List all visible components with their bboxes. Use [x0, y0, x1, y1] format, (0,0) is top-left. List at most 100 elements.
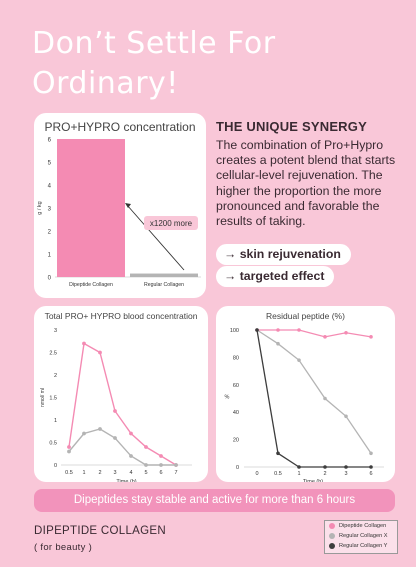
data-point	[323, 335, 327, 339]
y-tick-label: 0	[54, 463, 57, 469]
legend-swatch	[329, 522, 335, 529]
x-tick-label: 0.5	[274, 471, 282, 477]
bar-chart-title: PRO+HYPRO concentration	[44, 120, 196, 134]
data-point	[297, 358, 301, 362]
data-point	[276, 341, 280, 346]
annotation-badge	[144, 216, 198, 230]
x-tick-label: 0	[255, 471, 258, 477]
data-point	[82, 341, 86, 346]
annotation-label: x1200 more	[150, 219, 193, 228]
x-axis-label: Time (h)	[303, 479, 323, 482]
data-point	[67, 445, 71, 449]
data-point	[129, 431, 133, 436]
x-tick-label: 6	[159, 470, 162, 476]
legend-swatch	[329, 542, 335, 549]
data-point	[129, 454, 133, 458]
x-axis-label: Time (h)	[116, 479, 136, 482]
y-tick-label: 3	[54, 328, 57, 334]
y-tick-label: 2	[48, 230, 52, 236]
residual-chart-svg: 0 20 40 60 80 100 0 0.5 1 2 3 6 Time (h)%	[225, 328, 384, 482]
synergy-body: The combination of Pro+Hypro creates a p…	[216, 138, 396, 229]
y-tick-label: 60	[233, 383, 239, 389]
legend-label: Dipeptide Collagen	[339, 523, 387, 529]
y-axis-label: nmol/ ml	[40, 388, 46, 407]
targeted-effect-pill: → targeted effect	[216, 266, 335, 287]
data-point	[344, 330, 348, 335]
annotation-arrow-head	[125, 203, 131, 208]
legend-item: Regular Collagen Y	[329, 542, 387, 551]
series-line	[256, 329, 371, 468]
x-tick-label: 4	[129, 470, 132, 476]
x-tick-label: 2	[98, 470, 101, 476]
data-point	[369, 465, 373, 469]
data-point	[255, 328, 259, 332]
x-tick-label: 6	[369, 471, 372, 477]
y-tick-label: 100	[230, 328, 239, 334]
bar-chart-svg: 0 1 2 3 4 5 6 g / kg Dipeptide Collagen Regular C…	[37, 138, 201, 288]
x-tick-label: 5	[144, 470, 147, 476]
chart-legend: Dipeptide Collagen Regular Collagen X Re…	[324, 520, 398, 554]
stability-banner: Dipeptides stay stable and active for mo…	[34, 489, 395, 512]
brand-subtitle: ( for beauty )	[34, 542, 93, 553]
data-point	[369, 451, 373, 456]
data-point	[82, 431, 86, 436]
data-point	[113, 436, 117, 440]
bar	[130, 273, 198, 277]
concentration-bar-chart-card: PRO+HYPRO concentration 0 1 2 3 4 5 6 g / kg Dip…	[34, 113, 206, 298]
headline-line-1: Don’t Settle For	[32, 26, 276, 61]
legend-label: Regular Collagen X	[339, 533, 388, 539]
series-line	[256, 329, 372, 454]
x-tick-label: 7	[174, 470, 177, 476]
annotation-arrow-line	[126, 204, 185, 271]
data-point	[344, 414, 348, 419]
x-tick-label: 1	[82, 470, 85, 476]
y-axis-label: g / kg	[37, 201, 43, 214]
x-tick-label: Dipeptide Collagen	[69, 282, 113, 288]
x-tick-label: 3	[344, 471, 347, 477]
residual-chart-title: Residual peptide (%)	[266, 311, 345, 321]
y-tick-label: 5	[48, 161, 52, 167]
legend-label: Regular Collagen Y	[339, 543, 388, 549]
legend-item: Dipeptide Collagen	[329, 522, 386, 531]
y-tick-label: 40	[233, 410, 239, 416]
data-point	[159, 454, 163, 458]
y-tick-label: 1	[48, 253, 52, 259]
headline: Don’t Settle For Ordinary!	[32, 24, 392, 104]
y-tick-label: 80	[233, 355, 239, 361]
data-point	[276, 328, 280, 332]
data-point	[344, 465, 348, 469]
residual-peptide-chart-card: Residual peptide (%) 0 20 40 60 80 100 0 0.5 1 2 3…	[216, 306, 395, 482]
data-point	[174, 463, 178, 467]
brand-name: DIPEPTIDE COLLAGEN	[34, 525, 166, 537]
x-tick-label: 3	[113, 470, 116, 476]
series-line	[257, 329, 372, 338]
data-point	[297, 328, 301, 332]
blood-chart-svg: 0 0.5 1 1.5 2 2.5 3 0.5 1 2 3 4 5 6 7 Time (h) nmol/ ml	[40, 328, 192, 482]
y-tick-label: 0.5	[49, 441, 57, 447]
series-line	[68, 342, 177, 466]
x-tick-label: 2	[323, 471, 326, 477]
data-point	[323, 465, 327, 469]
blood-chart-title: Total PRO+ HYPRO blood concentration	[44, 311, 198, 321]
y-tick-label: 2	[54, 373, 57, 379]
x-tick-label: 1	[297, 471, 300, 477]
y-axis-label: %	[225, 395, 230, 401]
bar	[57, 139, 125, 277]
y-tick-label: 2.5	[49, 351, 57, 357]
y-tick-label: 0	[48, 276, 52, 282]
headline-line-2: Ordinary!	[32, 66, 179, 101]
data-point	[67, 449, 71, 454]
skin-rejuvenation-pill: → skin rejuvenation	[216, 244, 351, 265]
y-tick-label: 4	[48, 184, 52, 190]
data-point	[144, 463, 148, 467]
data-point	[323, 396, 327, 401]
data-point	[159, 463, 163, 467]
data-point	[276, 451, 280, 456]
data-point	[98, 427, 102, 431]
data-point	[369, 335, 373, 339]
data-point	[98, 350, 102, 355]
y-tick-label: 0	[236, 465, 239, 471]
series-line	[68, 428, 176, 466]
synergy-title: THE UNIQUE SYNERGY	[216, 119, 367, 134]
x-tick-label: 0.5	[65, 470, 73, 476]
